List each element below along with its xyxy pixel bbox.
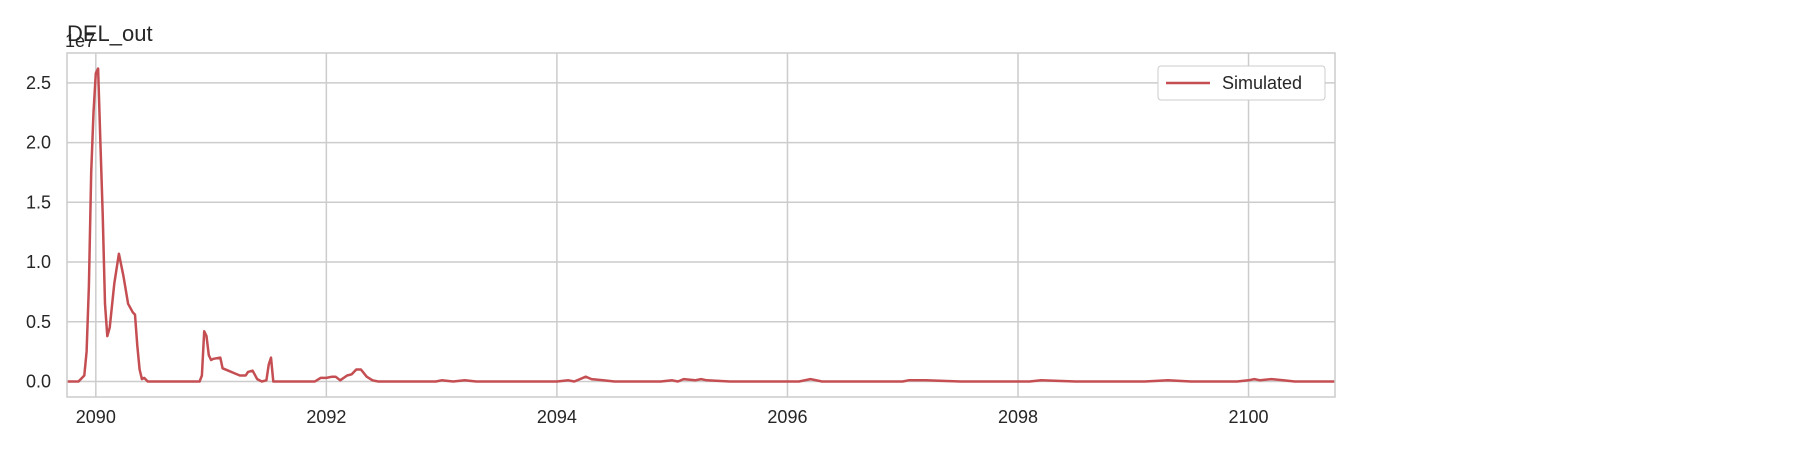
x-tick-label: 2096 xyxy=(767,407,807,427)
legend-box xyxy=(1157,65,1326,101)
x-tick-label: 2090 xyxy=(76,407,116,427)
y-tick-label: 2.5 xyxy=(26,73,51,93)
plot-area xyxy=(67,53,1335,397)
y-offset-label: 1e7 xyxy=(65,31,95,51)
x-tick-label: 2092 xyxy=(306,407,346,427)
plot-frame xyxy=(66,52,1336,398)
chart-title: DEL_out xyxy=(67,21,153,46)
y-tick-label: 1.0 xyxy=(26,252,51,272)
x-tick-label: 2100 xyxy=(1229,407,1269,427)
y-tick-label: 1.5 xyxy=(26,192,51,212)
y-axis: 0.0 0.5 1.0 1.5 2.0 2.5 xyxy=(26,73,51,392)
series-layer xyxy=(67,67,1335,383)
y-tick-label: 0.5 xyxy=(26,312,51,332)
series-line-simulated xyxy=(67,67,1335,383)
y-tick-label: 2.0 xyxy=(26,133,51,153)
x-tick-label: 2094 xyxy=(537,407,577,427)
x-tick-label: 2098 xyxy=(998,407,1038,427)
x-axis: 2090 2092 2094 2096 2098 2100 xyxy=(76,407,1269,427)
y-tick-label: 0.0 xyxy=(26,371,51,391)
legend-label-simulated: Simulated xyxy=(1222,73,1302,93)
legend: Simulated xyxy=(1157,65,1326,101)
